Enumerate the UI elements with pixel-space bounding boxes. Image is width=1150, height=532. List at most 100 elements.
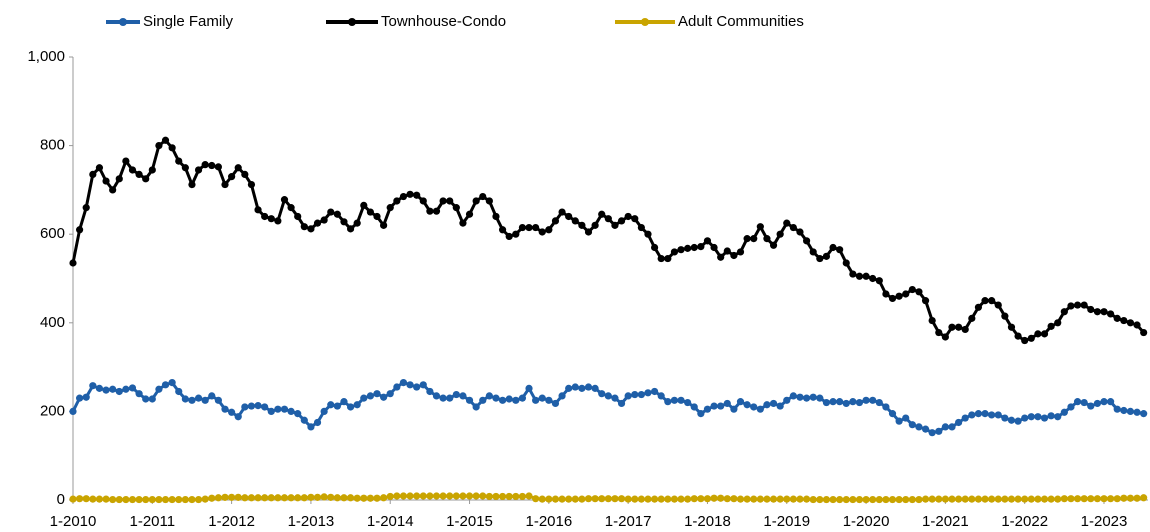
point bbox=[789, 392, 797, 400]
x-tick-label: 1-2020 bbox=[843, 513, 890, 530]
point bbox=[1067, 495, 1075, 503]
point bbox=[241, 403, 249, 411]
point bbox=[228, 173, 236, 181]
point bbox=[340, 218, 348, 226]
series-line bbox=[71, 380, 1144, 435]
point bbox=[505, 395, 513, 403]
point bbox=[578, 495, 586, 503]
point bbox=[366, 392, 375, 400]
point bbox=[426, 492, 434, 500]
point bbox=[241, 170, 249, 178]
point bbox=[485, 392, 493, 400]
point bbox=[518, 223, 527, 232]
point bbox=[399, 492, 408, 500]
point bbox=[551, 495, 560, 503]
point bbox=[948, 423, 956, 431]
point bbox=[756, 495, 764, 503]
point bbox=[406, 492, 414, 500]
point bbox=[637, 390, 645, 399]
point bbox=[188, 396, 196, 404]
point bbox=[902, 414, 910, 422]
point bbox=[1021, 336, 1029, 345]
point bbox=[690, 403, 698, 411]
point bbox=[565, 384, 573, 392]
point bbox=[201, 396, 209, 404]
point bbox=[624, 212, 632, 221]
x-tick-label: 1-2018 bbox=[684, 513, 731, 530]
point bbox=[664, 254, 672, 263]
point bbox=[498, 226, 507, 234]
point bbox=[928, 495, 936, 503]
point bbox=[89, 170, 97, 178]
point bbox=[307, 423, 315, 431]
point bbox=[135, 390, 143, 398]
y-tick-label: 1,000 bbox=[27, 48, 65, 65]
point bbox=[128, 166, 137, 174]
point bbox=[1133, 408, 1141, 416]
point bbox=[783, 495, 791, 503]
point bbox=[399, 379, 408, 387]
point bbox=[148, 395, 156, 403]
point bbox=[842, 259, 850, 267]
point bbox=[1047, 495, 1055, 503]
point bbox=[796, 495, 804, 503]
point bbox=[921, 297, 930, 305]
point bbox=[935, 427, 943, 435]
point bbox=[446, 492, 454, 500]
point bbox=[155, 385, 163, 393]
point bbox=[908, 421, 916, 429]
point bbox=[769, 399, 778, 408]
point bbox=[294, 212, 302, 221]
point bbox=[617, 399, 626, 408]
point bbox=[228, 408, 236, 416]
point bbox=[650, 243, 659, 252]
point bbox=[221, 405, 229, 413]
point bbox=[346, 494, 355, 502]
point bbox=[657, 392, 665, 400]
point bbox=[142, 175, 150, 183]
point bbox=[432, 492, 441, 500]
point bbox=[921, 495, 930, 503]
point bbox=[115, 495, 123, 504]
point bbox=[717, 402, 725, 410]
point bbox=[598, 495, 606, 503]
point bbox=[1054, 319, 1062, 327]
point bbox=[320, 493, 328, 501]
point bbox=[234, 164, 242, 172]
point bbox=[855, 495, 864, 504]
point bbox=[888, 294, 897, 303]
point bbox=[472, 403, 480, 411]
point bbox=[875, 495, 883, 504]
point bbox=[723, 495, 731, 503]
point bbox=[1054, 413, 1062, 421]
point bbox=[122, 385, 130, 393]
y-tick-label: 200 bbox=[40, 402, 65, 419]
point bbox=[650, 387, 659, 396]
point bbox=[862, 495, 870, 504]
point bbox=[551, 217, 560, 225]
point bbox=[1067, 403, 1075, 411]
point bbox=[1140, 328, 1148, 337]
point bbox=[974, 410, 983, 418]
point bbox=[1047, 322, 1055, 330]
point bbox=[115, 175, 123, 183]
point bbox=[313, 418, 322, 427]
point bbox=[816, 394, 824, 402]
point bbox=[624, 495, 632, 503]
point bbox=[175, 157, 183, 165]
point bbox=[895, 495, 903, 504]
point bbox=[274, 405, 282, 413]
point bbox=[485, 197, 493, 205]
point bbox=[479, 492, 487, 500]
point bbox=[974, 495, 983, 503]
point bbox=[373, 390, 381, 398]
point bbox=[697, 243, 705, 251]
point bbox=[902, 495, 910, 504]
point bbox=[492, 212, 500, 221]
point bbox=[452, 390, 460, 399]
point bbox=[862, 272, 870, 280]
point bbox=[446, 394, 454, 402]
point bbox=[862, 396, 870, 404]
point bbox=[128, 495, 137, 504]
point bbox=[677, 246, 685, 254]
